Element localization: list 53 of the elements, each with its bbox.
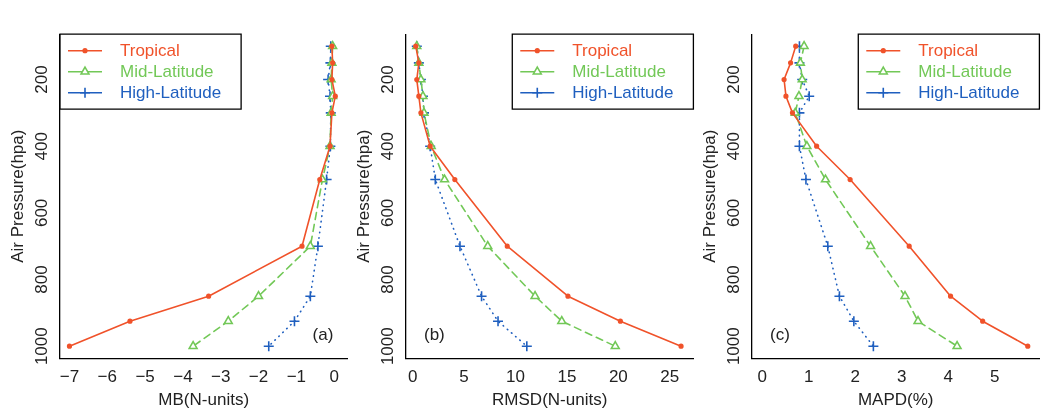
y-axis-title: Air Pressure(hpa) [353,129,373,263]
x-axis-title: RMSD(N-units) [492,390,608,410]
legend-label: Tropical [918,41,979,61]
x-axis-title: MB(N-units) [158,390,250,410]
legend-label: Tropical [120,41,180,61]
x-tick-label: 2 [850,367,860,387]
x-tick-label: −3 [211,367,231,387]
x-tick-label: 4 [943,367,953,387]
y-tick-label: 200 [724,65,744,94]
y-tick-label: 600 [724,198,744,228]
x-tick-label: 20 [608,367,628,387]
x-tick-label: −5 [135,367,155,387]
annotation: (c) [770,325,790,345]
x-tick-label: 1 [804,367,814,387]
x-tick-label: 10 [506,367,525,387]
y-tick-label: 800 [724,265,744,294]
x-tick-label: 5 [459,367,469,387]
x-tick-label: −1 [286,367,307,387]
legend-label: High-Latitude [572,83,674,103]
x-tick-label: 0 [329,367,339,387]
y-tick-label: 400 [378,132,398,161]
y-tick-label: 1000 [378,327,398,366]
y-tick-label: 400 [724,132,744,161]
legend-label: Tropical [572,41,633,61]
y-tick-label: 600 [378,198,398,228]
legend-label: High-Latitude [918,83,1020,103]
legend-label: Mid-Latitude [120,62,214,82]
annotation: (b) [424,325,445,345]
y-tick-label: 200 [378,65,398,94]
x-tick-label: −4 [173,367,193,387]
x-tick-label: −7 [59,367,80,387]
x-tick-label: 5 [990,367,1000,387]
legend-label: High-Latitude [120,83,222,103]
y-tick-label: 800 [32,265,52,294]
legend-label: Mid-Latitude [918,62,1012,82]
legend-label: Mid-Latitude [572,62,666,82]
y-tick-label: 600 [32,198,52,228]
x-tick-label: −2 [248,367,269,387]
x-tick-label: 25 [660,367,680,387]
y-axis-title: Air Pressure(hpa) [7,129,27,263]
x-tick-label: 0 [757,367,767,387]
annotation: (a) [312,325,334,345]
y-tick-label: 1000 [724,327,744,366]
y-tick-label: 1000 [32,327,52,366]
y-tick-label: 800 [378,265,398,294]
x-tick-label: 0 [407,367,418,387]
x-tick-label: −6 [97,367,117,387]
y-tick-label: 200 [32,65,52,94]
x-axis-title: MAPD(%) [857,390,934,410]
y-tick-label: 400 [32,132,52,161]
x-tick-label: 3 [897,367,907,387]
x-tick-label: 15 [557,367,577,387]
y-axis-title: Air Pressure(hpa) [699,129,719,263]
